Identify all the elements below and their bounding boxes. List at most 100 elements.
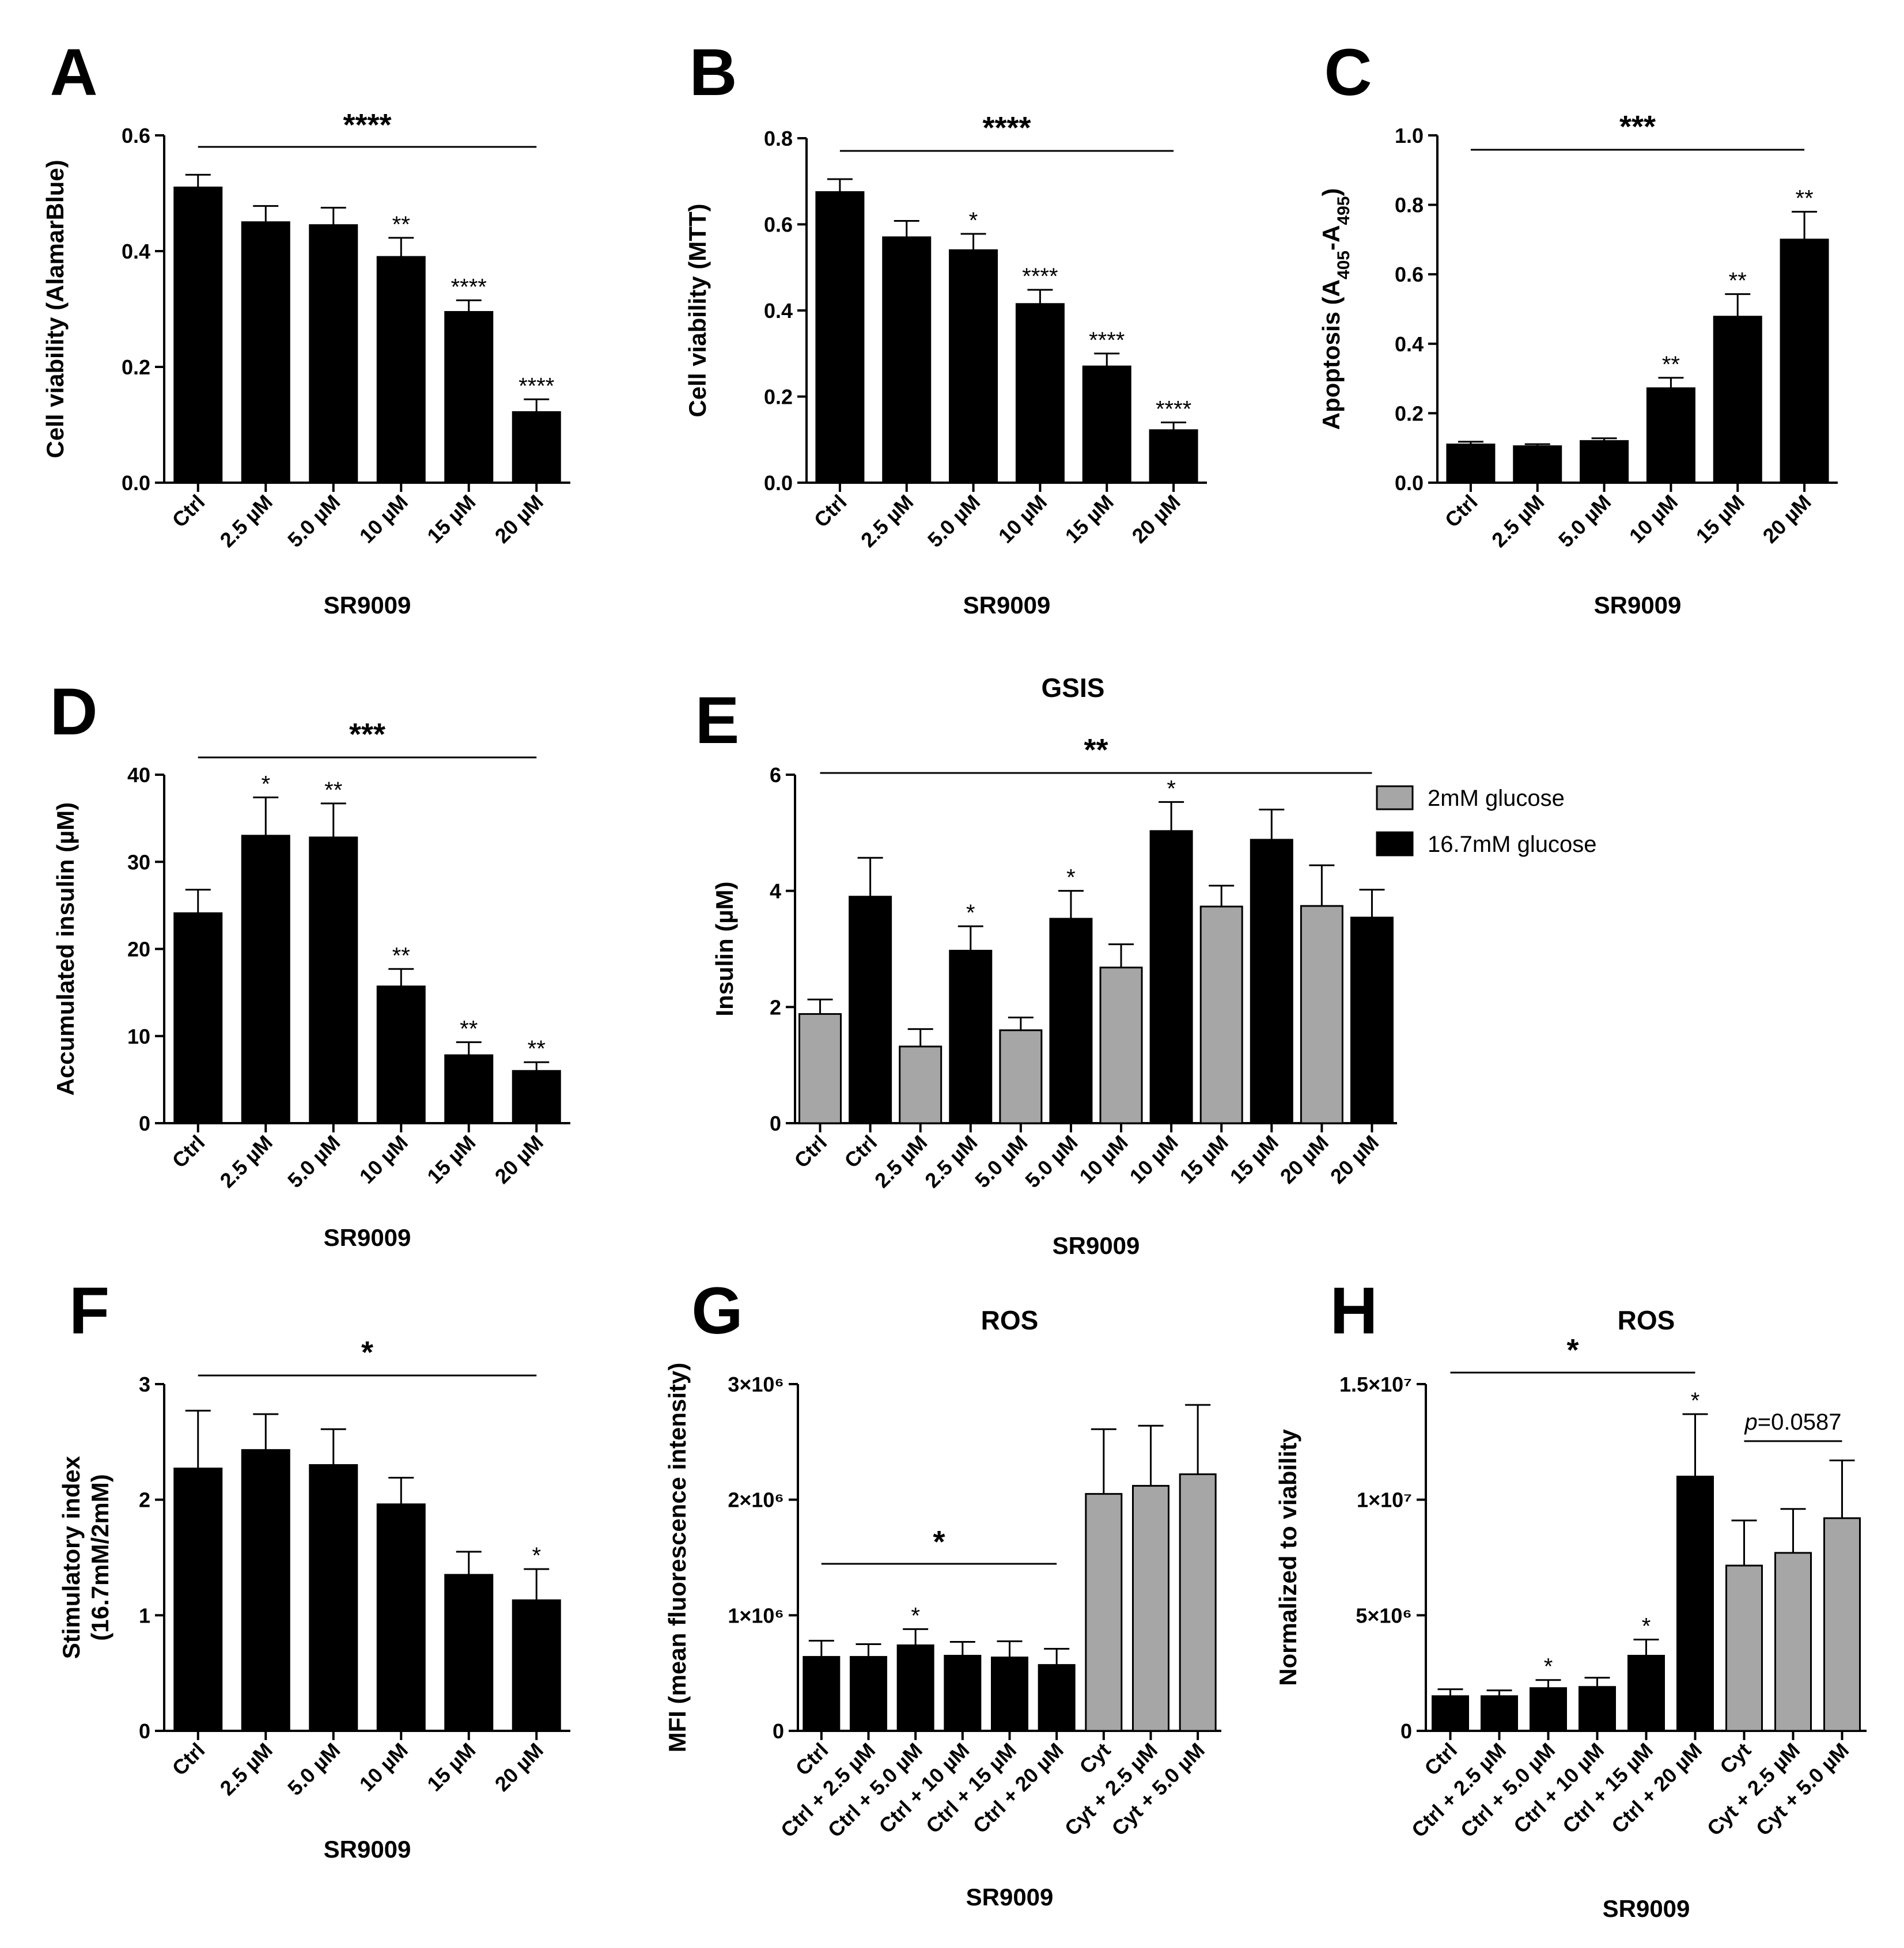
panel-a: A 0.0 0.2 0.4 0.6 Cell viability (AlamarBlue)…: [41, 36, 570, 619]
category-label: 15 µM: [1225, 1131, 1283, 1188]
legend-label: 2mM glucose: [1428, 786, 1565, 811]
bracket-label: ****: [343, 108, 391, 142]
y-tick-label: 1: [139, 1604, 150, 1627]
category-label: 10 µM: [355, 490, 412, 548]
significance-label: *: [966, 900, 975, 926]
y-axis-label: Normalized to viability: [1274, 1428, 1301, 1685]
y-axis-label: Stimulatory index: [58, 1456, 85, 1659]
bar: [1627, 1655, 1665, 1732]
bar: [1038, 1664, 1076, 1732]
y-tick-label: 40: [127, 763, 150, 787]
significance-label: **: [460, 1016, 478, 1041]
bar: [1179, 1473, 1217, 1732]
bar: [376, 256, 426, 484]
y-tick-label: 0.2: [122, 355, 150, 379]
category-label: 15 µM: [422, 490, 480, 548]
category-label: 5.0 µM: [283, 1738, 345, 1800]
category-label: Ctrl: [809, 490, 851, 532]
category-label: Ctrl: [1420, 1738, 1462, 1780]
bar: [1082, 365, 1131, 484]
significance-label: *: [1642, 1613, 1651, 1639]
bar: [815, 191, 865, 484]
bar: [1149, 429, 1198, 484]
category-label: Ctrl: [791, 1738, 833, 1780]
y-tick-label: 0.8: [1395, 194, 1424, 217]
y-tick-label: 3: [139, 1373, 150, 1396]
bar: [1725, 1564, 1763, 1732]
category-label: Ctrl: [789, 1131, 831, 1173]
legend-swatch: [1376, 831, 1414, 856]
bar: [949, 249, 998, 484]
category-label: 15 µM: [422, 1131, 480, 1188]
legend-label: 16.7mM glucose: [1428, 832, 1596, 857]
panel-letter: C: [1324, 36, 1372, 109]
y-tick-label: 0.4: [1395, 332, 1424, 356]
y-tick-label: 0.4: [764, 299, 793, 323]
bar: [896, 1644, 934, 1732]
bar: [1774, 1552, 1812, 1732]
significance-label: *: [1544, 1654, 1553, 1680]
bar: [173, 912, 223, 1124]
bar: [1099, 967, 1143, 1124]
significance-label: **: [528, 1036, 546, 1062]
significance-label: *: [1691, 1388, 1700, 1413]
bar: [803, 1656, 841, 1732]
category-label: 5.0 µM: [923, 490, 985, 552]
x-axis-label: SR9009: [963, 592, 1051, 619]
panel-d: D 0 10 20 30 40 Accumulated insulin (µM) Ctrl * 2…: [50, 675, 570, 1251]
y-tick-label: 0.6: [764, 213, 793, 237]
bar: [1149, 830, 1193, 1124]
y-tick-label: 0.2: [1395, 401, 1424, 425]
significance-label: *: [261, 771, 270, 797]
bar: [309, 836, 358, 1124]
category-label: 5.0 µM: [283, 490, 345, 552]
bar: [1646, 387, 1695, 484]
significance-label: *: [1167, 776, 1176, 801]
panel-letter: B: [689, 36, 737, 109]
y-tick-label: 0.0: [764, 471, 793, 495]
bracket-label: ****: [982, 111, 1031, 145]
panel-b: B 0.0 0.2 0.4 0.6 0.8 Cell viability (MTT) Ctrl…: [684, 36, 1207, 619]
significance-label: *: [1066, 865, 1076, 890]
y-tick-label: 10: [127, 1025, 150, 1048]
y-tick-label: 0: [770, 1112, 781, 1135]
significance-label: ****: [1089, 328, 1125, 353]
bar: [1446, 444, 1496, 484]
bar: [991, 1657, 1028, 1732]
bar: [1250, 839, 1293, 1124]
bar: [1300, 905, 1343, 1124]
category-label: 20 µM: [490, 490, 548, 548]
bar: [949, 950, 993, 1124]
x-axis-label: SR9009: [1594, 592, 1682, 619]
category-label: 10 µM: [355, 1131, 412, 1188]
category-label: Ctrl: [1440, 490, 1482, 532]
bar: [849, 896, 892, 1124]
bracket-label: **: [1084, 733, 1108, 767]
category-label: 15 µM: [1175, 1131, 1233, 1188]
y-tick-label: 0.6: [122, 124, 150, 147]
significance-label: **: [392, 212, 410, 237]
x-axis-label: SR9009: [1603, 1895, 1690, 1922]
category-label: 2.5 µM: [215, 1131, 277, 1192]
y-tick-label: 20: [127, 938, 150, 961]
bar: [944, 1655, 982, 1732]
y-tick-label: 30: [127, 850, 150, 874]
category-label: 20 µM: [490, 1738, 548, 1796]
significance-label: **: [392, 943, 410, 968]
y-axis-label: Insulin (µM): [711, 881, 738, 1016]
bar: [1432, 1695, 1469, 1732]
category-label: 20 µM: [1275, 1131, 1333, 1188]
bar: [1481, 1695, 1518, 1732]
bar: [999, 1029, 1043, 1124]
y-tick-label: 0.4: [122, 240, 150, 263]
category-label: 2.5 µM: [856, 490, 918, 552]
bar: [1580, 440, 1629, 484]
panel-letter: H: [1330, 1274, 1377, 1348]
significance-label: ****: [451, 274, 487, 300]
bar: [1676, 1476, 1714, 1732]
y-tick-label: 0.2: [764, 385, 793, 409]
significance-label: *: [969, 208, 978, 233]
category-label: Ctrl: [168, 1131, 210, 1173]
panel-g: G ROS 0 1×10⁶ 2×10⁶ 3×10⁶ MFI (mean fluorescen…: [664, 1274, 1221, 1911]
